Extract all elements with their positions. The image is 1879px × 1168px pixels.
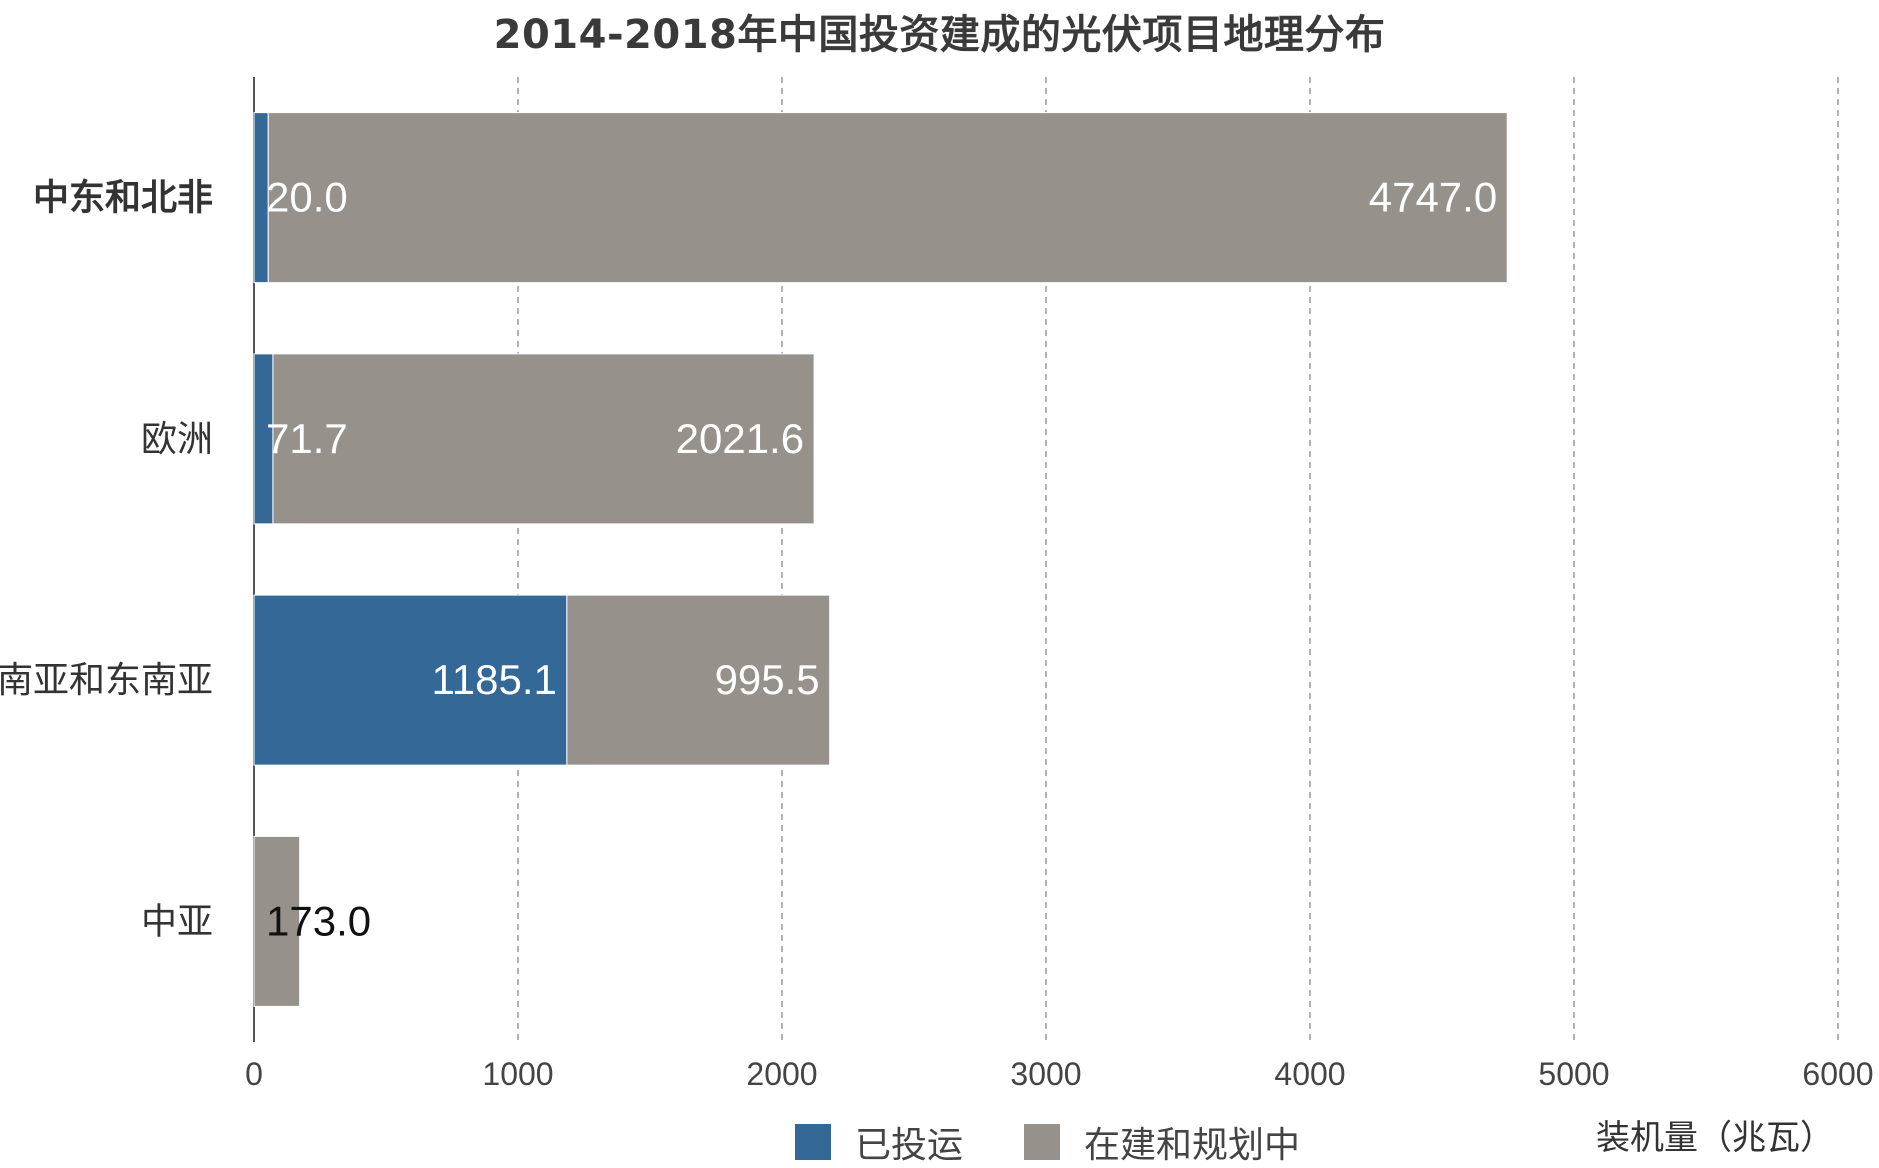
x-tick-label: 1000 [482,1056,553,1092]
bar-segment [566,594,831,766]
x-tick-label: 6000 [1802,1056,1873,1092]
data-label: 995.5 [715,656,820,703]
x-tick-label: 5000 [1538,1056,1609,1092]
category-label: 南亚和东南亚 [0,660,213,701]
category-label: 中亚 [141,901,213,942]
legend-label-operational: 已投运 [855,1125,964,1166]
legend-item-planned: 在建和规划中 [1024,1122,1300,1166]
data-label: 1185.1 [432,656,557,703]
legend-swatch-planned [1024,1124,1060,1160]
x-tick-label: 2000 [746,1056,817,1092]
category-label: 欧洲 [141,419,213,460]
data-label: 71.7 [266,415,348,462]
x-tick-label: 3000 [1010,1056,1081,1092]
bar-segment [253,594,568,766]
data-label: 2021.6 [676,415,804,462]
category-label: 中东和北非 [33,178,213,219]
legend-label-planned: 在建和规划中 [1084,1125,1301,1166]
legend-item-operational: 已投运 [795,1122,963,1166]
bar-segment [272,353,815,525]
data-label: 173.0 [266,897,371,944]
bar-segment [267,112,1508,284]
data-label: 20.0 [266,174,348,221]
bar-segment [253,835,301,1007]
data-label: 4747.0 [1369,174,1497,221]
x-axis-title: 装机量（兆瓦） [1596,1118,1834,1158]
chart-title: 2014-2018年中国投资建成的光伏项目地理分布 [493,12,1386,58]
x-tick-label: 4000 [1274,1056,1345,1092]
legend-swatch-operational [795,1124,831,1160]
x-tick-label: 0 [245,1056,263,1092]
